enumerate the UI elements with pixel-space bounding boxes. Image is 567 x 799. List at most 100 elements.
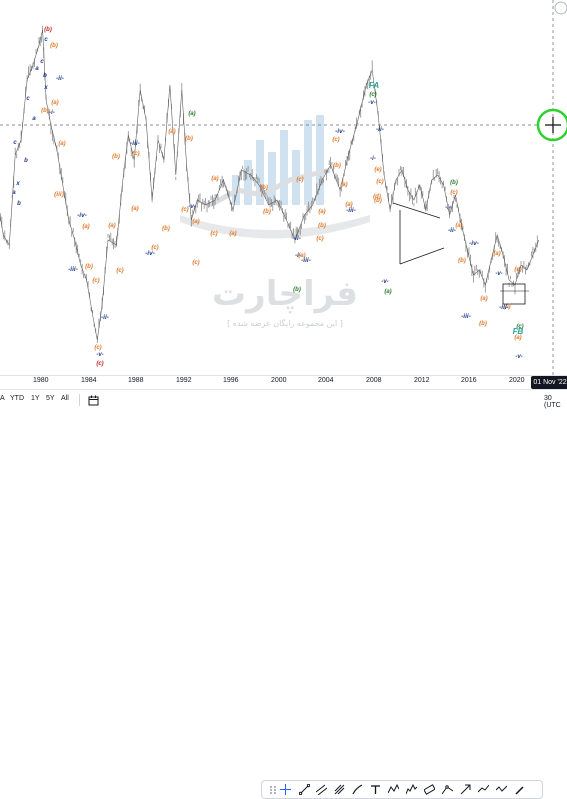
ruler-icon[interactable]: [424, 784, 435, 795]
wave-label: (c): [94, 345, 101, 351]
parallel-channel-icon[interactable]: [316, 784, 327, 795]
wave-label: (a): [384, 289, 391, 295]
wave-label: -iv-: [77, 212, 87, 219]
wave-label: (b): [185, 136, 193, 142]
wave-label: (a): [229, 231, 236, 237]
wave-label: (a): [455, 223, 462, 229]
wave-label: -ii-: [293, 235, 301, 242]
wave-label: (c): [151, 245, 158, 251]
wave-label: (a): [192, 219, 199, 225]
wave-label: (b): [263, 209, 271, 215]
triangle-pattern[interactable]: [392, 202, 445, 265]
projection-icon[interactable]: [442, 784, 453, 795]
price-line: [0, 29, 540, 341]
wave-label: -v-: [495, 271, 502, 277]
wave-label: (a): [51, 100, 58, 106]
pattern-tool-icon[interactable]: [388, 784, 399, 795]
wave-label: b: [24, 158, 28, 164]
forecast-icon[interactable]: [478, 784, 489, 795]
wave-label: (a): [480, 296, 487, 302]
timezone-label[interactable]: 30 (UTC: [544, 395, 561, 409]
watermark-tagline: [ این مجموعه رایگان عرضه شده ]: [227, 318, 343, 328]
x-tick: 2016: [461, 377, 477, 384]
wave-label: (b): [318, 223, 326, 229]
pitchfork-icon[interactable]: [334, 784, 345, 795]
drawing-toolbar[interactable]: [261, 780, 543, 799]
wave-label: -v-: [381, 279, 388, 285]
x-tick: 2000: [271, 377, 287, 384]
drag-handle-icon[interactable]: [268, 784, 279, 795]
cursor-crosshair[interactable]: [536, 108, 567, 142]
wave-label: -ii-: [376, 126, 384, 133]
logo-bar-5: [280, 130, 288, 205]
wave-label: (c): [514, 267, 521, 273]
wave-label: FB: [513, 327, 524, 336]
wave-label: -v-: [368, 100, 375, 106]
wave-label: (b): [50, 43, 58, 49]
triangle-upper-line[interactable]: [392, 202, 441, 219]
calendar-icon[interactable]: [88, 395, 99, 406]
wave-label: -iv-: [335, 128, 345, 135]
wave-label: -iii-: [461, 313, 471, 320]
wave-label: a: [12, 190, 16, 196]
wave-label: x: [15, 181, 20, 187]
wave-label: -ii-: [56, 75, 64, 82]
wave-label: c: [44, 37, 48, 43]
time-axis[interactable]: 1980 1984 1988 1992 1996 2000 2004 2008 …: [0, 375, 567, 390]
scroll-indicator-icon[interactable]: [554, 1, 567, 15]
wave-label: -iii-: [499, 304, 509, 311]
elliott-wave-icon[interactable]: [406, 784, 417, 795]
wave-label: -i-: [49, 110, 55, 116]
brush-icon[interactable]: [352, 784, 363, 795]
chart-area[interactable]: فراچارت [ این مجموعه رایگان عرضه شده ] (…: [0, 0, 567, 375]
wave-label: (a): [168, 129, 175, 135]
price-chart[interactable]: فراچارت [ این مجموعه رایگان عرضه شده ] (…: [0, 0, 567, 375]
triangle-lower-line[interactable]: [399, 247, 445, 265]
range-button-ytd[interactable]: YTD: [10, 395, 24, 402]
logo-bar-7: [304, 120, 312, 205]
wave-label: (c): [296, 177, 303, 183]
wave-label: -iii-: [68, 266, 78, 273]
range-button-all[interactable]: All: [61, 395, 69, 402]
wave-label: (a): [108, 223, 115, 229]
wave-label: (b): [85, 264, 93, 270]
x-tick: 2012: [414, 377, 430, 384]
wave-label: (iii): [54, 191, 64, 198]
wave-label: (a): [188, 111, 195, 117]
wave-label: (b): [112, 154, 120, 160]
logo-bar-8: [316, 115, 324, 205]
wave-label: (b): [260, 185, 268, 191]
bottom-toolbar: A YTD 1Y 5Y All: [0, 389, 567, 799]
wave-label: (b): [162, 226, 170, 232]
wave-label: b: [17, 201, 21, 207]
x-tick: 2008: [366, 377, 382, 384]
wave-label: b: [43, 73, 47, 79]
wave-label: (c): [92, 278, 99, 284]
crosshair-tool-icon[interactable]: [280, 784, 291, 795]
box-rect[interactable]: [502, 283, 526, 305]
range-button-a[interactable]: A: [0, 395, 5, 402]
price-series: [0, 25, 540, 344]
wave-label: (b): [333, 163, 341, 169]
wave-labels: (b)(b)c-ii-acbx-i-cbaxbca(a)(b)(a)(iii)-…: [12, 27, 523, 367]
wave-label: -iv-: [469, 240, 479, 247]
wave-label: c: [13, 140, 17, 146]
range-button-5y[interactable]: 5Y: [46, 395, 55, 402]
x-tick: 1992: [176, 377, 192, 384]
wave-label: (b): [41, 108, 49, 114]
measure-icon[interactable]: [496, 784, 507, 795]
wave-label: a: [35, 66, 39, 72]
x-tick: 2020: [509, 377, 525, 384]
wave-label: -iii-: [130, 140, 140, 147]
wave-label: (b): [450, 180, 458, 186]
range-button-1y[interactable]: 1Y: [31, 395, 40, 402]
box-pattern[interactable]: [500, 283, 529, 305]
trend-line-icon[interactable]: [299, 784, 310, 795]
wave-label: -iii-: [301, 257, 311, 264]
eraser-icon[interactable]: [514, 784, 525, 795]
x-tick: 1980: [33, 377, 49, 384]
arrow-tool-icon[interactable]: [460, 784, 471, 795]
text-tool-icon[interactable]: [370, 784, 381, 795]
wave-label: (b): [374, 198, 382, 204]
x-tick: 1988: [128, 377, 144, 384]
